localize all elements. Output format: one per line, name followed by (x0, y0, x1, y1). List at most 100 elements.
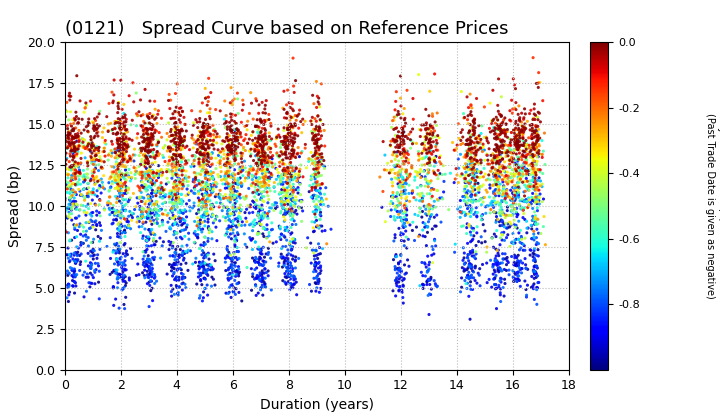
Point (232, 134, 243, 141)
Point (423, 311, 435, 318)
Point (312, 277, 324, 284)
Point (511, 205, 523, 212)
Point (70, 283, 81, 289)
Point (514, 132, 526, 139)
Point (500, 193, 511, 199)
Point (235, 153, 247, 160)
Point (279, 200, 290, 206)
Point (227, 173, 238, 179)
Point (206, 236, 217, 242)
Point (133, 140, 145, 147)
Point (144, 110, 156, 117)
Point (539, 161, 551, 168)
Point (478, 194, 490, 201)
Point (531, 135, 543, 142)
Point (71, 150, 83, 157)
Point (530, 170, 541, 177)
Point (472, 147, 484, 153)
Point (512, 146, 523, 152)
Point (231, 135, 243, 142)
Point (310, 196, 322, 202)
Point (66, 199, 78, 205)
Point (207, 212, 219, 218)
Point (422, 229, 433, 236)
Point (164, 224, 176, 231)
Point (491, 158, 503, 165)
Point (128, 158, 140, 164)
Point (136, 209, 148, 215)
Point (228, 153, 240, 160)
Point (439, 171, 451, 178)
Point (59, 146, 71, 152)
Point (307, 133, 319, 139)
Point (466, 205, 477, 212)
Point (274, 191, 285, 197)
Point (513, 156, 524, 163)
Point (207, 201, 218, 207)
Point (311, 168, 323, 174)
Point (153, 207, 165, 214)
Point (256, 213, 267, 219)
Point (394, 167, 405, 174)
Point (395, 173, 407, 180)
Point (171, 171, 183, 178)
Point (256, 251, 268, 257)
Point (469, 177, 481, 184)
Point (208, 251, 220, 257)
Point (493, 192, 505, 199)
Point (170, 246, 181, 253)
Point (194, 163, 206, 170)
Point (269, 188, 281, 195)
Point (256, 183, 268, 190)
Point (202, 121, 214, 128)
Point (410, 140, 422, 147)
Point (279, 201, 290, 208)
Point (307, 135, 319, 142)
Point (149, 98, 161, 105)
Point (316, 154, 328, 160)
Point (68, 176, 79, 183)
Point (220, 170, 232, 177)
Point (260, 159, 271, 166)
Point (288, 164, 300, 171)
Point (406, 165, 418, 172)
Point (163, 144, 174, 151)
Point (189, 200, 200, 206)
Point (492, 187, 503, 194)
Point (202, 151, 214, 158)
Point (175, 154, 186, 160)
Point (254, 180, 266, 186)
Point (199, 175, 211, 181)
Point (213, 173, 225, 180)
Point (262, 192, 274, 199)
Point (287, 168, 298, 175)
Point (310, 126, 321, 132)
Point (168, 158, 179, 164)
Point (171, 261, 183, 268)
Point (253, 210, 264, 217)
Point (142, 148, 153, 155)
Point (201, 202, 212, 209)
Point (501, 186, 513, 193)
Point (226, 129, 238, 136)
Point (310, 208, 322, 215)
Point (387, 136, 399, 142)
Point (199, 275, 211, 282)
Point (195, 271, 207, 278)
Point (255, 118, 266, 125)
Point (530, 171, 541, 177)
Point (309, 228, 320, 234)
Point (454, 204, 466, 210)
Point (200, 197, 212, 204)
Point (117, 151, 128, 158)
Point (495, 200, 506, 207)
Point (465, 223, 477, 230)
Point (73, 245, 84, 252)
Point (282, 165, 294, 172)
Point (204, 225, 215, 232)
Point (286, 186, 297, 192)
Point (289, 130, 300, 136)
Point (144, 139, 156, 146)
Point (462, 149, 473, 155)
Point (120, 142, 131, 149)
